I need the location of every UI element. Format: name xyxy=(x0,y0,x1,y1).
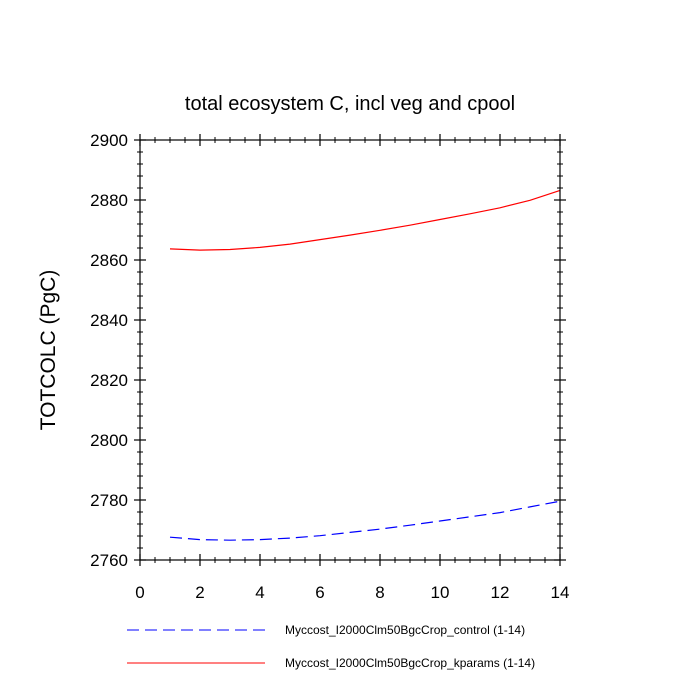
x-tick-label: 8 xyxy=(375,583,384,602)
series-line-2 xyxy=(169,189,561,251)
series-line-1 xyxy=(169,500,561,541)
x-tick-label: 2 xyxy=(195,583,204,602)
legend-label: Myccost_I2000Clm50BgcCrop_kparams (1-14) xyxy=(285,656,535,670)
legend-label: Myccost_I2000Clm50BgcCrop_control (1-14) xyxy=(285,623,525,637)
chart-title: total ecosystem C, incl veg and cpool xyxy=(185,93,515,115)
x-tick-label: 12 xyxy=(491,583,510,602)
x-tick-label: 6 xyxy=(315,583,324,602)
y-tick-label: 2860 xyxy=(90,251,128,270)
x-tick-label: 14 xyxy=(551,583,570,602)
y-tick-label: 2880 xyxy=(90,191,128,210)
x-tick-label: 0 xyxy=(135,583,144,602)
plot-frame xyxy=(139,139,561,561)
y-tick-label: 2780 xyxy=(90,491,128,510)
legend: Myccost_I2000Clm50BgcCrop_control (1-14)… xyxy=(127,623,535,670)
tick-labels: 0 2 4 6 8 10 12 14 2760 2780 2800 2820 2840 2860 2880 2… xyxy=(90,131,569,602)
y-tick-label: 2800 xyxy=(90,431,128,450)
y-tick-label: 2820 xyxy=(90,371,128,390)
y-axis-label: TOTCOLC (PgC) xyxy=(37,270,60,431)
axis-ticks xyxy=(134,134,566,566)
y-tick-label: 2840 xyxy=(90,311,128,330)
y-tick-label: 2900 xyxy=(90,131,128,150)
x-tick-label: 4 xyxy=(255,583,264,602)
x-tick-label: 10 xyxy=(431,583,450,602)
y-tick-label: 2760 xyxy=(90,551,128,570)
series-layer xyxy=(169,189,561,541)
